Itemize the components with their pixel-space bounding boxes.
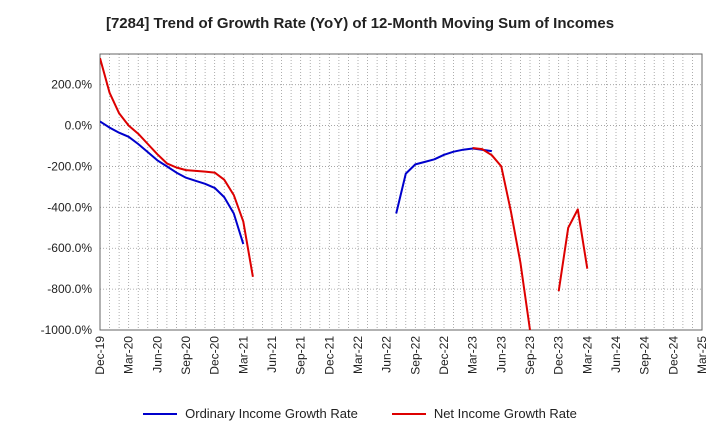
x-tick-label: Sep-22	[408, 336, 422, 375]
x-tick-label: Mar-23	[466, 336, 480, 374]
legend-item-net: Net Income Growth Rate	[391, 406, 577, 421]
x-tick-label: Dec-22	[437, 336, 451, 375]
x-tick-label: Mar-25	[695, 336, 709, 374]
x-tick-label: Dec-24	[666, 336, 680, 375]
legend-label-net: Net Income Growth Rate	[433, 406, 577, 421]
x-tick-label: Mar-21	[236, 336, 250, 374]
x-tick-label: Dec-23	[552, 336, 566, 375]
legend-swatch-net	[391, 412, 426, 415]
x-tick-label: Jun-22	[380, 336, 394, 373]
x-tick-label: Jun-24	[609, 336, 623, 373]
plot-border	[99, 53, 703, 331]
y-tick-label: 0.0%	[65, 119, 93, 133]
x-tick-label: Sep-23	[523, 336, 537, 375]
x-tick-label: Jun-23	[494, 336, 508, 373]
x-tick-label: Dec-19	[93, 336, 107, 375]
x-tick-label: Dec-21	[322, 336, 336, 375]
y-tick-label: -200.0%	[47, 159, 92, 173]
y-tick-label: -600.0%	[47, 241, 92, 255]
legend-swatch-ordinary	[143, 412, 178, 415]
x-tick-label: Dec-20	[208, 336, 222, 375]
x-tick-label: Sep-24	[638, 336, 652, 375]
legend-item-ordinary: Ordinary Income Growth Rate	[143, 406, 358, 421]
x-tick-label: Jun-20	[150, 336, 164, 373]
legend-label-ordinary: Ordinary Income Growth Rate	[185, 406, 358, 421]
series-line-ordinary	[100, 120, 245, 245]
series-line-net	[557, 208, 589, 292]
x-tick-label: Mar-22	[351, 336, 365, 374]
legend: Ordinary Income Growth Rate Net Income G…	[0, 406, 720, 421]
chart-title: [7284] Trend of Growth Rate (YoY) of 12-…	[105, 15, 615, 32]
y-tick-label: -1000.0%	[41, 323, 93, 337]
y-tick-label: -400.0%	[47, 200, 92, 214]
x-tick-label: Mar-20	[122, 336, 136, 374]
x-tick-label: Jun-21	[265, 336, 279, 373]
x-tick-label: Mar-24	[580, 336, 594, 374]
x-tick-label: Sep-21	[294, 336, 308, 375]
x-tick-label: Sep-20	[179, 336, 193, 375]
series-line-net	[100, 57, 254, 277]
y-tick-label: 200.0%	[51, 78, 92, 92]
series-line-net	[472, 147, 531, 330]
y-tick-label: -800.0%	[47, 282, 92, 296]
